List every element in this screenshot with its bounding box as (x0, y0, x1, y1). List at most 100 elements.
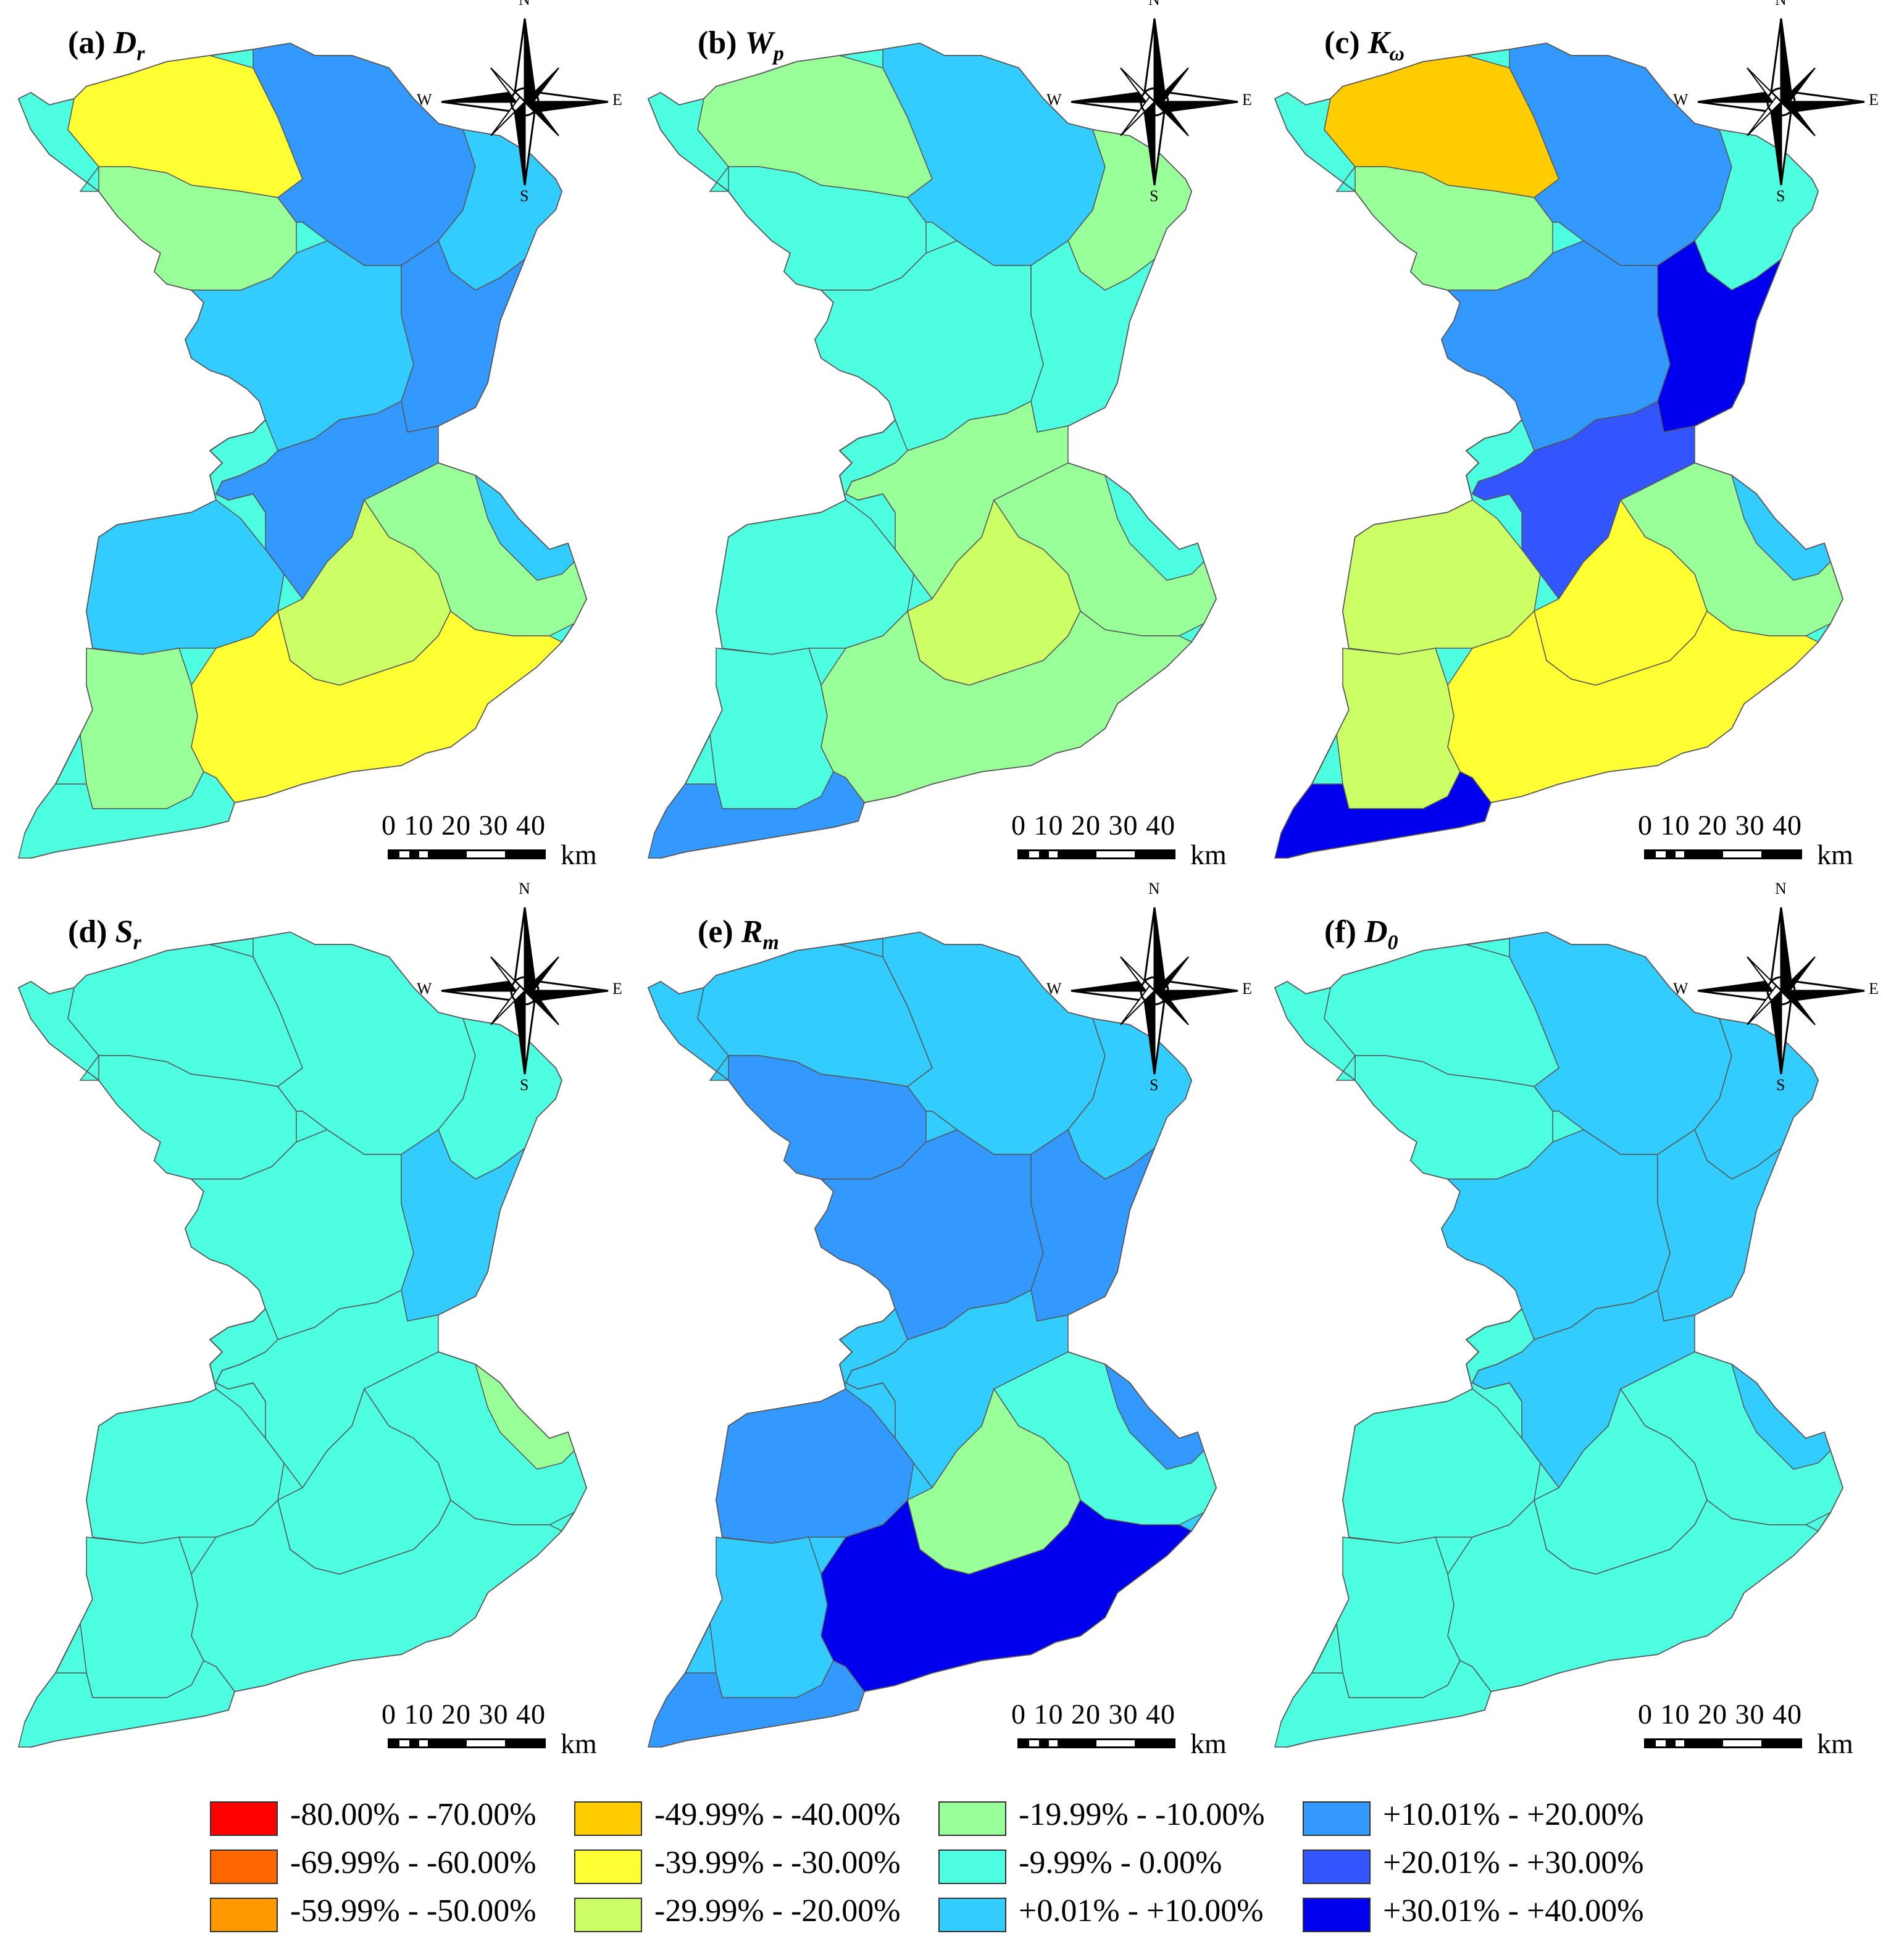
parameter-subscript: r (136, 42, 145, 65)
legend-label: -29.99% - -20.00% (654, 1893, 901, 1929)
scale-ticks: 0 10 20 30 40 (1011, 809, 1175, 841)
scale-bar: 0 10 20 30 40 km (1011, 809, 1234, 870)
compass-n: N (1775, 880, 1787, 898)
district-7 (1657, 240, 1782, 433)
district-14 (18, 770, 235, 859)
district-14 (648, 1659, 865, 1748)
legend-swatch (574, 1849, 642, 1884)
compass-n: N (1148, 880, 1160, 898)
scale-unit: km (1190, 839, 1227, 870)
compass-w: W (1046, 980, 1062, 998)
panel-letter: (c) (1324, 25, 1368, 60)
map-panel-b: (b) Wp N S W E 0 10 20 30 40 km (636, 0, 1266, 889)
scale-ticks: 0 10 20 30 40 (1638, 1698, 1802, 1730)
scale-bar: 0 10 20 30 40 km (1011, 1698, 1234, 1759)
map-panel-c: (c) Kω N S W E 0 10 20 30 40 km (1263, 0, 1891, 889)
district-15 (1104, 474, 1204, 581)
scale-bar: 0 10 20 30 40 km (1638, 809, 1860, 870)
compass-e: E (1869, 980, 1879, 998)
district-7 (401, 1128, 526, 1322)
parameter-subscript: r (133, 931, 141, 954)
compass-n: N (1148, 0, 1160, 9)
compass-n: N (519, 880, 530, 898)
parameter-subscript: p (773, 42, 784, 65)
legend-swatch (1303, 1898, 1371, 1932)
compass-e: E (1869, 91, 1879, 109)
legend-swatch (938, 1849, 1006, 1884)
scale-bar: 0 10 20 30 40 km (1638, 1698, 1860, 1759)
panel-label: (b) Wp (698, 25, 784, 65)
parameter-symbol: D (1364, 914, 1388, 949)
scale-unit: km (1817, 839, 1853, 870)
district-1 (1274, 981, 1357, 1081)
map-panel-e: (e) Rm N S W E 0 10 20 30 40 km (636, 880, 1266, 1778)
legend-label: +20.01% - +30.00% (1383, 1845, 1644, 1880)
scale-unit: km (561, 839, 597, 870)
compass-w: W (1673, 980, 1689, 998)
scale-bar-graphic (1644, 849, 1802, 859)
district-7 (1657, 1128, 1782, 1322)
legend-label: -9.99% - 0.00% (1019, 1845, 1222, 1880)
compass-n: N (519, 0, 530, 9)
district-7 (401, 240, 526, 433)
choropleth-map (647, 42, 1217, 859)
scale-bar-graphic (388, 1738, 546, 1748)
north-arrow-icon: N S W E (417, 0, 622, 205)
scale-unit: km (561, 1728, 597, 1759)
choropleth-map (17, 931, 588, 1748)
north-arrow-icon: N S W E (1046, 880, 1252, 1094)
legend-label: -49.99% - -40.00% (654, 1797, 901, 1832)
compass-w: W (1673, 91, 1689, 109)
scale-bar-graphic (1017, 1738, 1175, 1748)
scale-ticks: 0 10 20 30 40 (382, 1698, 546, 1730)
parameter-symbol: S (115, 914, 133, 949)
panel-label: (a) Dr (68, 25, 144, 65)
district-15 (474, 474, 575, 581)
north-arrow-icon: N S W E (1673, 0, 1879, 205)
district-10 (80, 648, 204, 809)
legend-label: -39.99% - -30.00% (654, 1845, 901, 1880)
legend-label: +0.01% - +10.00% (1019, 1893, 1264, 1929)
scale-unit: km (1817, 1728, 1853, 1759)
district-7 (1030, 1128, 1156, 1322)
scale-ticks: 0 10 20 30 40 (1638, 809, 1802, 841)
parameter-subscript: ω (1389, 42, 1405, 65)
compass-s: S (1150, 187, 1159, 205)
scale-unit: km (1190, 1728, 1227, 1759)
panel-letter: (a) (68, 25, 114, 60)
scale-bar: 0 10 20 30 40 km (382, 809, 604, 870)
compass-e: E (1242, 980, 1252, 998)
compass-n: N (1775, 0, 1787, 9)
legend-swatch (574, 1801, 642, 1836)
scale-ticks: 0 10 20 30 40 (1011, 1698, 1175, 1730)
parameter-symbol: K (1367, 25, 1390, 60)
panel-label: (c) Kω (1324, 25, 1405, 65)
district-15 (1104, 1363, 1204, 1470)
compass-s: S (1776, 187, 1785, 205)
compass-s: S (1776, 1076, 1785, 1094)
district-15 (474, 1363, 575, 1470)
legend-swatch (210, 1849, 278, 1884)
choropleth-map (1274, 42, 1844, 859)
choropleth-map (17, 42, 588, 859)
north-arrow-icon: N S W E (1673, 880, 1879, 1094)
compass-w: W (417, 91, 432, 109)
legend: -80.00% - -70.00% -69.99% - -60.00% -59.99… (210, 1796, 1692, 1957)
map-panel-a: (a) Dr N S W E 0 10 20 30 40 km (6, 0, 636, 889)
district-10 (709, 648, 834, 809)
panel-label: (d) Sr (68, 914, 141, 954)
panel-letter: (b) (698, 25, 745, 60)
legend-label: -19.99% - -10.00% (1019, 1797, 1265, 1832)
scale-bar-graphic (388, 849, 546, 859)
district-10 (1336, 1537, 1461, 1698)
district-1 (648, 981, 730, 1081)
legend-swatch (1303, 1849, 1371, 1884)
compass-w: W (1046, 91, 1062, 109)
district-15 (1730, 1363, 1831, 1470)
legend-label: -80.00% - -70.00% (290, 1797, 536, 1832)
panel-letter: (e) (698, 914, 741, 949)
parameter-symbol: W (745, 25, 774, 60)
legend-label: +30.01% - +40.00% (1383, 1893, 1644, 1929)
district-15 (1730, 474, 1831, 581)
district-1 (18, 981, 101, 1081)
